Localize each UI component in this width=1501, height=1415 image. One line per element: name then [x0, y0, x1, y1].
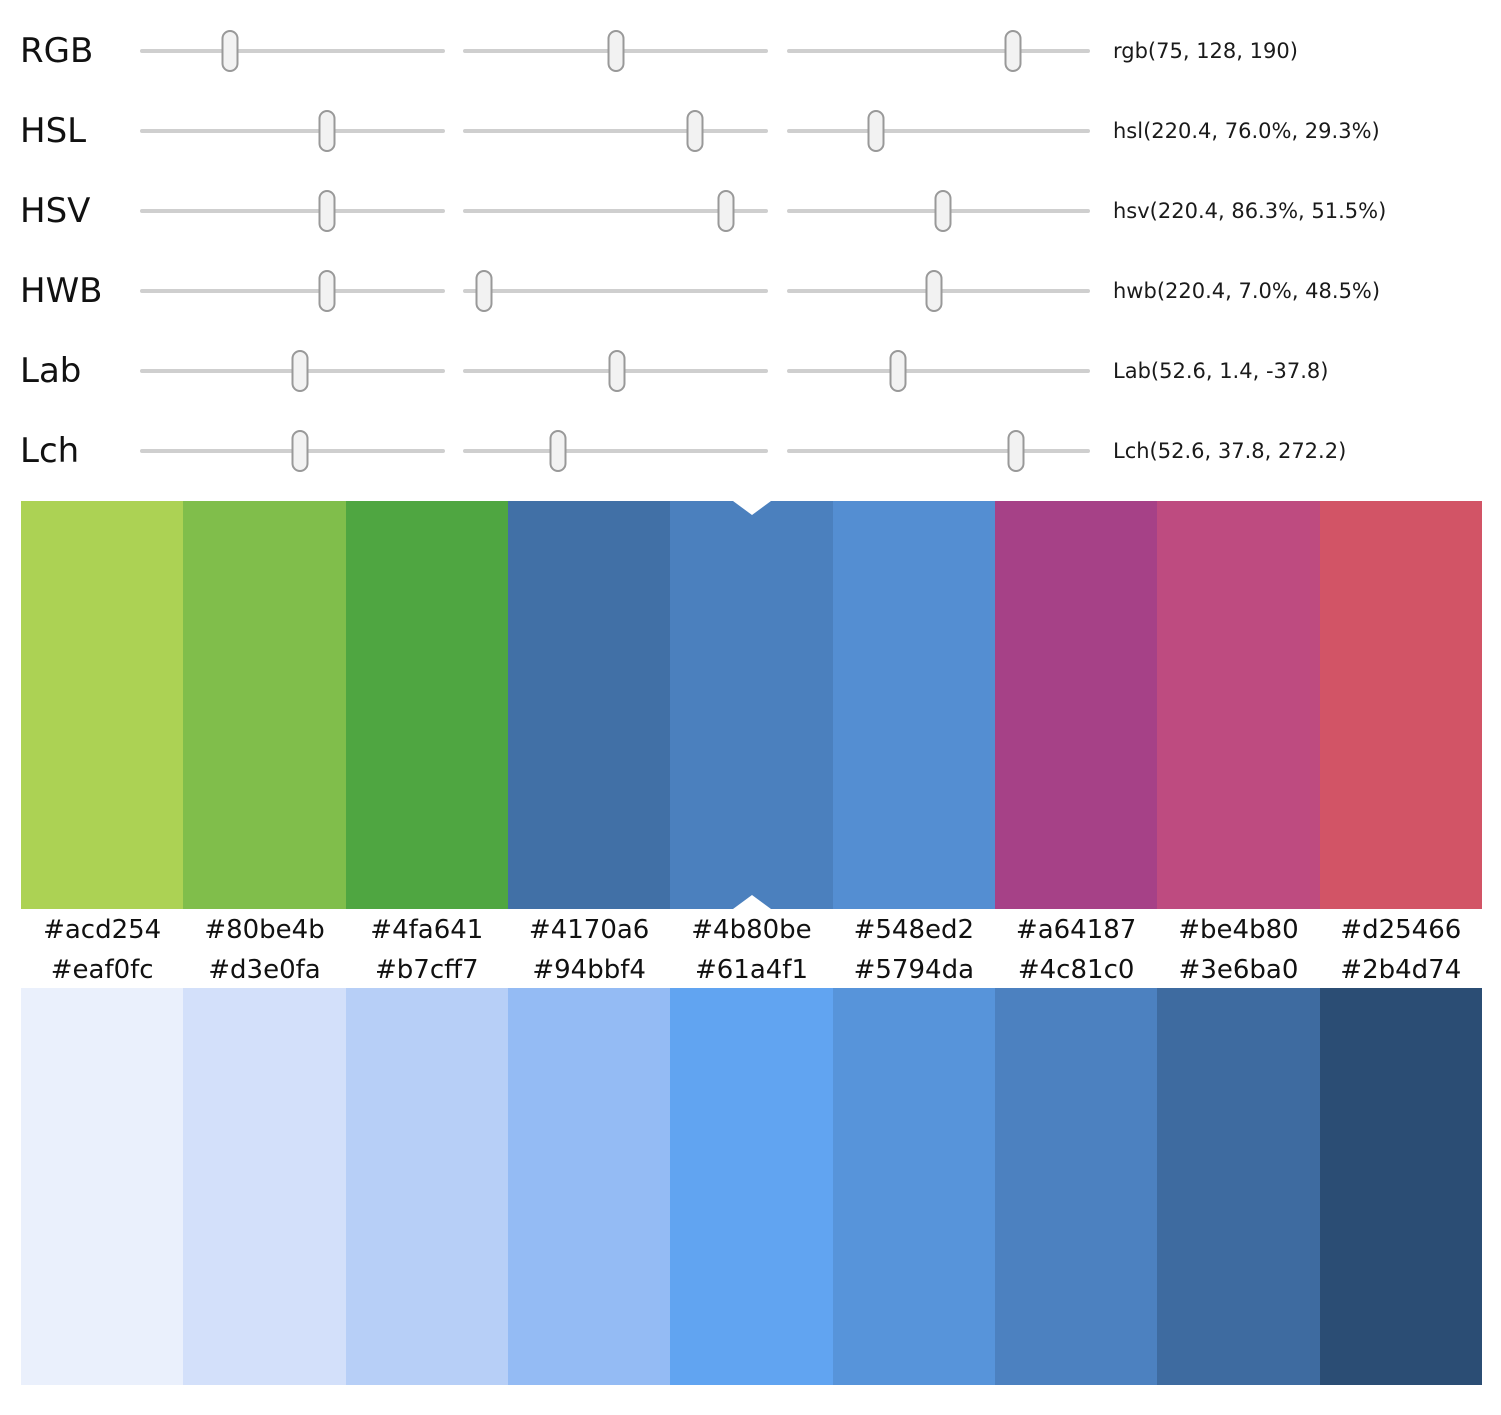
- color-swatch[interactable]: [345, 988, 508, 1385]
- hex-code-label: #acd254: [43, 915, 162, 945]
- hex-code-label: #b7cff7: [375, 954, 479, 985]
- slider-track[interactable]: [787, 350, 1090, 392]
- color-value-text: hsl(220.4, 76.0%, 29.3%): [1113, 119, 1380, 143]
- slider-track[interactable]: [463, 190, 768, 232]
- color-swatch[interactable]: [832, 501, 995, 909]
- slider-track[interactable]: [787, 110, 1090, 152]
- color-swatch[interactable]: [507, 501, 671, 909]
- hex-code-label: #be4b80: [1178, 915, 1299, 945]
- slider-track[interactable]: [787, 190, 1090, 232]
- hex-code-label: #5794da: [853, 954, 974, 985]
- slider-thumb[interactable]: [549, 430, 567, 472]
- selected-swatch-notch-top: [732, 501, 771, 515]
- slider-row-lch: Lch Lch(52.6, 37.8, 272.2): [0, 411, 1501, 491]
- slider-thumb[interactable]: [1004, 30, 1022, 72]
- colorspace-label: HSV: [20, 191, 91, 231]
- color-value-text: rgb(75, 128, 190): [1113, 39, 1298, 63]
- hex-code-label: #2b4d74: [1340, 954, 1462, 985]
- slider-track[interactable]: [140, 30, 445, 72]
- slider-thumb[interactable]: [475, 270, 493, 312]
- hex-code-label: #94bbf4: [532, 954, 646, 985]
- slider-row-lab: Lab Lab(52.6, 1.4, -37.8): [0, 331, 1501, 411]
- colorspace-label: Lab: [20, 351, 82, 391]
- slider-track[interactable]: [463, 350, 768, 392]
- hex-code-label: #3e6ba0: [1178, 954, 1299, 985]
- slider-thumb[interactable]: [889, 350, 907, 392]
- color-swatch[interactable]: [183, 501, 346, 909]
- slider-row-hwb: HWB hwb(220.4, 7.0%, 48.5%): [0, 251, 1501, 331]
- color-swatch[interactable]: [1157, 501, 1320, 909]
- color-swatch[interactable]: [21, 501, 184, 909]
- slider-track[interactable]: [463, 270, 768, 312]
- color-swatch[interactable]: [21, 988, 184, 1385]
- slider-track[interactable]: [787, 270, 1090, 312]
- palette-bottom-hex-labels: #eaf0fc #d3e0fa #b7cff7 #94bbf4 #61a4f1 #5794…: [21, 951, 1482, 988]
- colorspace-label: RGB: [20, 31, 94, 71]
- slider-row-hsl: HSL hsl(220.4, 76.0%, 29.3%): [0, 91, 1501, 171]
- slider-track[interactable]: [463, 30, 768, 72]
- slider-thumb[interactable]: [925, 270, 943, 312]
- color-value-text: Lch(52.6, 37.8, 272.2): [1113, 439, 1347, 463]
- color-swatch[interactable]: [670, 501, 833, 909]
- color-swatch[interactable]: [1157, 988, 1320, 1385]
- color-swatch[interactable]: [183, 988, 346, 1385]
- slider-row-rgb: RGB rgb(75, 128, 190): [0, 11, 1501, 91]
- color-value-text: hwb(220.4, 7.0%, 48.5%): [1113, 279, 1381, 303]
- slider-thumb[interactable]: [318, 270, 336, 312]
- slider-track[interactable]: [140, 110, 445, 152]
- slider-thumb[interactable]: [1007, 430, 1025, 472]
- slider-thumb[interactable]: [686, 110, 704, 152]
- slider-thumb[interactable]: [934, 190, 952, 232]
- slider-thumb[interactable]: [607, 30, 625, 72]
- color-swatch[interactable]: [994, 988, 1158, 1385]
- hex-code-label: #4fa641: [370, 915, 484, 945]
- hex-code-label: #548ed2: [853, 915, 975, 945]
- slider-track[interactable]: [463, 110, 768, 152]
- slider-panel: RGB rgb(75, 128, 190) HSL hsl(220.4, 76.0%,…: [0, 0, 1501, 496]
- slider-thumb[interactable]: [291, 350, 309, 392]
- palette-top-strip: [21, 501, 1482, 909]
- slider-row-hsv: HSV hsv(220.4, 86.3%, 51.5%): [0, 171, 1501, 251]
- color-value-text: Lab(52.6, 1.4, -37.8): [1113, 359, 1329, 383]
- palette-bottom-strip: [21, 988, 1482, 1385]
- slider-thumb[interactable]: [867, 110, 885, 152]
- slider-thumb[interactable]: [291, 430, 309, 472]
- hex-code-label: #d3e0fa: [208, 954, 321, 985]
- slider-thumb[interactable]: [221, 30, 239, 72]
- hex-code-label: #80be4b: [204, 915, 325, 945]
- colorspace-label: HSL: [20, 111, 87, 151]
- slider-thumb[interactable]: [318, 190, 336, 232]
- hex-code-label: #61a4f1: [694, 954, 808, 985]
- slider-track[interactable]: [140, 270, 445, 312]
- color-swatch[interactable]: [507, 988, 671, 1385]
- hex-code-label: #4c81c0: [1017, 954, 1135, 985]
- slider-track[interactable]: [140, 350, 445, 392]
- color-swatch[interactable]: [345, 501, 508, 909]
- slider-track[interactable]: [787, 30, 1090, 72]
- slider-thumb[interactable]: [608, 350, 626, 392]
- slider-track[interactable]: [787, 430, 1090, 472]
- hex-code-label: #a64187: [1015, 915, 1137, 945]
- palette-top-hex-labels: #acd254 #80be4b #4fa641 #4170a6 #4b80be #548e…: [21, 909, 1482, 951]
- hex-code-label: #d25466: [1340, 915, 1462, 945]
- color-swatch[interactable]: [832, 988, 995, 1385]
- hex-code-label: #eaf0fc: [50, 954, 154, 985]
- selected-swatch-notch-bottom: [732, 895, 771, 909]
- hex-code-label: #4b80be: [691, 915, 812, 945]
- color-value-text: hsv(220.4, 86.3%, 51.5%): [1113, 199, 1387, 223]
- slider-track[interactable]: [140, 190, 445, 232]
- slider-thumb[interactable]: [717, 190, 735, 232]
- color-swatch[interactable]: [1319, 988, 1482, 1385]
- color-swatch[interactable]: [994, 501, 1158, 909]
- slider-thumb[interactable]: [318, 110, 336, 152]
- colorspace-label: Lch: [20, 431, 80, 471]
- colorspace-label: HWB: [20, 271, 103, 311]
- color-swatch[interactable]: [670, 988, 833, 1385]
- hex-code-label: #4170a6: [528, 915, 650, 945]
- slider-track[interactable]: [463, 430, 768, 472]
- color-swatch[interactable]: [1319, 501, 1482, 909]
- slider-track[interactable]: [140, 430, 445, 472]
